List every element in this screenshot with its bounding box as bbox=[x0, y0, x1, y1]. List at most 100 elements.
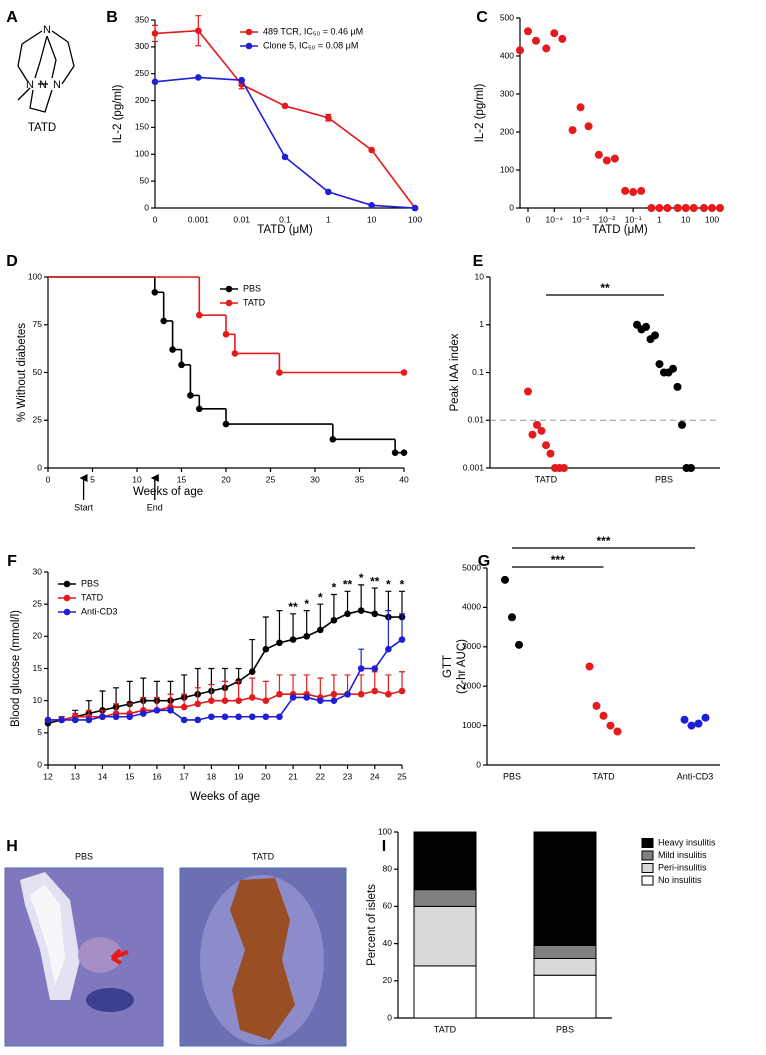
point bbox=[694, 719, 703, 728]
y-tick-label: 0 bbox=[37, 462, 42, 472]
marker bbox=[187, 392, 194, 399]
y-tick-label: 0.001 bbox=[463, 462, 485, 472]
point bbox=[532, 36, 540, 45]
point bbox=[550, 29, 559, 38]
y-tick-label: 100 bbox=[135, 149, 149, 159]
point bbox=[585, 662, 594, 671]
x-tick-label: 10⁻³ bbox=[572, 214, 589, 224]
y-tick-label: 10 bbox=[475, 271, 485, 281]
marker bbox=[208, 713, 215, 721]
x-axis-label: Weeks of age bbox=[190, 791, 260, 803]
y-tick-label: 4000 bbox=[462, 602, 481, 612]
y-tick-label: 25 bbox=[33, 598, 43, 608]
marker bbox=[325, 114, 332, 122]
significance-label: * bbox=[318, 590, 323, 604]
x-tick-label: 10 bbox=[132, 474, 142, 484]
x-tick-label: 0 bbox=[46, 474, 51, 484]
point bbox=[673, 204, 682, 212]
y-axis-label: GTT bbox=[442, 655, 454, 678]
x-tick-label: 15 bbox=[177, 474, 187, 484]
y-tick-label: 1 bbox=[479, 319, 484, 329]
point bbox=[708, 204, 716, 212]
x-tick-label: 0 bbox=[153, 214, 158, 224]
error-bar bbox=[126, 680, 133, 704]
point bbox=[542, 44, 551, 53]
marker bbox=[276, 639, 283, 647]
tissue bbox=[86, 988, 134, 1012]
x-tick-label: TATD bbox=[592, 771, 615, 781]
y-tick-label: 50 bbox=[33, 367, 43, 377]
significance-label: * bbox=[332, 581, 337, 595]
x-tick-label: 0.001 bbox=[188, 214, 210, 224]
x-tick-label: PBS bbox=[655, 474, 673, 484]
point bbox=[501, 575, 509, 584]
marker bbox=[195, 74, 202, 81]
error-bar bbox=[344, 590, 351, 614]
y-tick-label: 500 bbox=[500, 12, 514, 22]
error-bar bbox=[249, 638, 256, 672]
point bbox=[621, 186, 630, 195]
point bbox=[610, 154, 619, 163]
marker bbox=[85, 716, 93, 724]
point bbox=[558, 34, 567, 43]
point bbox=[689, 204, 698, 212]
marker bbox=[330, 616, 338, 624]
image-title: PBS bbox=[75, 851, 93, 861]
marker bbox=[400, 449, 408, 457]
error-bar bbox=[399, 613, 405, 640]
point bbox=[542, 441, 550, 450]
y-tick-label: 25 bbox=[33, 415, 43, 425]
y-tick-label: 30 bbox=[33, 566, 43, 576]
bar-segment bbox=[533, 831, 597, 946]
x-tick-label: 1 bbox=[326, 214, 331, 224]
y-tick-label: 200 bbox=[500, 126, 514, 136]
marker bbox=[411, 204, 419, 212]
marker bbox=[221, 697, 229, 704]
point bbox=[613, 727, 622, 736]
x-tick-label: 10⁻¹ bbox=[625, 214, 642, 224]
marker bbox=[289, 694, 297, 701]
y-tick-label: 5000 bbox=[462, 562, 481, 572]
y-tick-label: 10 bbox=[33, 695, 43, 705]
marker bbox=[357, 665, 365, 672]
marker bbox=[317, 697, 324, 704]
legend-marker bbox=[245, 42, 253, 50]
y-tick-label: 250 bbox=[135, 68, 149, 78]
y-tick-label: 400 bbox=[500, 50, 514, 60]
marker bbox=[276, 369, 283, 376]
point bbox=[606, 721, 615, 730]
point bbox=[716, 204, 724, 212]
significance-label: ** bbox=[370, 574, 380, 588]
point bbox=[594, 150, 603, 159]
marker bbox=[330, 690, 338, 698]
marker bbox=[317, 626, 324, 634]
marker bbox=[325, 188, 332, 196]
marker bbox=[222, 331, 230, 338]
legend-swatch bbox=[641, 875, 654, 886]
x-tick-label: 20 bbox=[261, 771, 271, 781]
x-tick-label: 1 bbox=[657, 214, 662, 224]
marker bbox=[231, 350, 239, 357]
x-tick-label: 23 bbox=[343, 771, 353, 781]
error-bar bbox=[303, 610, 310, 637]
x-tick-label: 25 bbox=[397, 771, 407, 781]
marker bbox=[151, 288, 159, 296]
annotation-label: Start bbox=[74, 502, 94, 512]
significance-label: *** bbox=[551, 553, 565, 567]
x-tick-label: 19 bbox=[234, 771, 244, 781]
panel-letter: F bbox=[7, 553, 17, 570]
error-bar bbox=[290, 613, 297, 640]
bar-segment bbox=[533, 944, 597, 959]
marker bbox=[248, 668, 256, 676]
y-tick-label: 100 bbox=[28, 271, 42, 281]
y-tick-label: 0 bbox=[476, 759, 481, 769]
y-tick-label: 80 bbox=[383, 863, 393, 873]
point bbox=[568, 126, 577, 135]
bar-segment bbox=[413, 889, 477, 907]
marker bbox=[398, 687, 406, 695]
series-line bbox=[47, 609, 402, 724]
marker bbox=[222, 420, 230, 428]
x-tick-label: 17 bbox=[179, 771, 189, 781]
y-tick-label: 0 bbox=[509, 202, 514, 212]
marker bbox=[196, 311, 203, 319]
